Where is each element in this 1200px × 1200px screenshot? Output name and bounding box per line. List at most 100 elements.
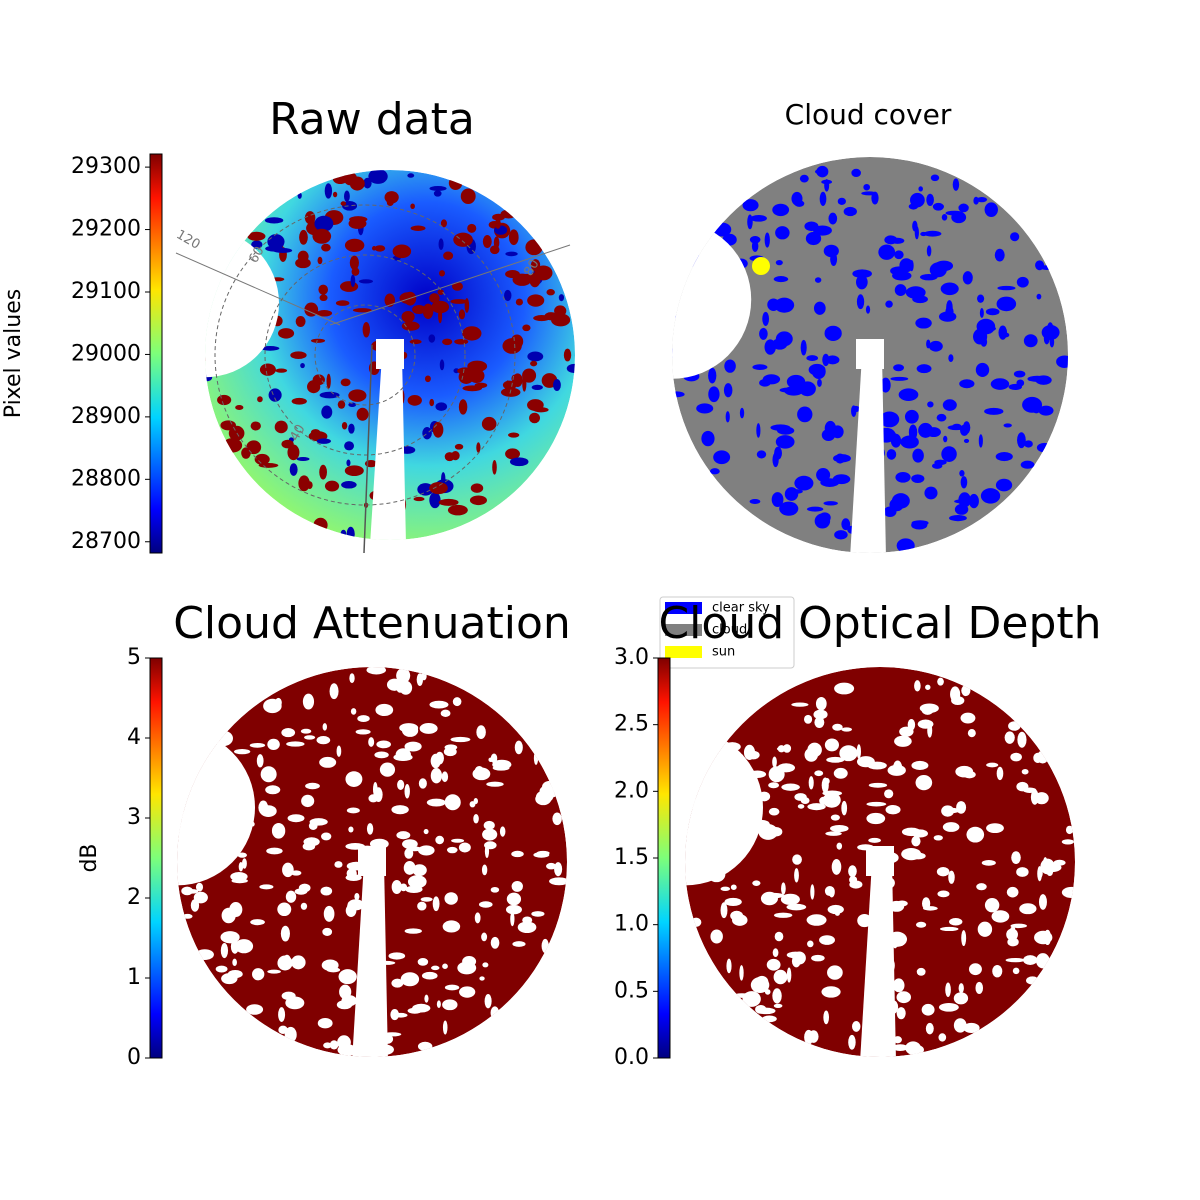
blob [549,877,567,886]
colorbar-label: Pixel values [1,289,26,418]
blob [920,273,938,281]
blob [963,1022,980,1033]
blob [951,696,965,706]
blob [459,986,476,998]
blob [440,709,451,717]
blob [825,355,840,365]
blob [730,910,744,921]
blob [750,977,770,994]
blob [518,273,536,279]
blob [504,289,512,302]
blob [418,778,427,789]
blob [823,501,838,506]
blob [531,384,543,390]
blob [374,751,389,759]
blob [230,939,239,954]
blob [1023,955,1038,965]
blob [761,1015,777,1023]
blob [551,313,571,327]
blob [431,965,440,971]
blob [751,240,759,252]
blob [474,766,484,776]
blob [484,844,490,858]
blob [299,229,308,245]
blob [462,326,482,341]
blob [959,379,975,389]
blob [939,926,959,932]
blob [284,1026,297,1043]
blob [756,450,767,459]
blob [1016,867,1029,877]
blob [251,240,263,249]
blob [346,807,360,814]
blob [941,446,957,462]
blob [396,667,411,684]
blob [886,449,897,460]
blob [230,872,248,882]
sky-image [177,667,567,1057]
blob [252,968,265,981]
blob [912,448,924,463]
blob [533,851,550,858]
blob [261,810,269,816]
blob [929,262,947,278]
blob [234,939,254,954]
blob [318,284,329,295]
blob [852,269,872,279]
blob [949,515,967,522]
blob [442,920,461,933]
blob [984,202,998,218]
polar-ring [264,254,466,456]
blob [266,847,283,855]
blob [195,949,214,960]
blob [958,203,969,213]
blob [546,289,555,296]
blob [896,900,908,907]
blob [508,432,520,438]
blob [791,702,809,707]
blob [968,493,979,509]
blob [344,441,355,451]
blob [424,375,431,383]
blob [420,897,433,902]
blob [346,526,355,540]
blob [417,957,429,966]
blob [399,679,404,685]
blob [440,219,447,228]
blob [1036,293,1042,300]
blob [301,794,315,808]
blob [323,1042,332,1049]
blob [973,196,979,205]
blob [764,232,770,248]
blob [926,193,934,206]
blob [546,862,557,870]
blob [316,310,333,317]
blob [324,480,340,492]
blob [1026,976,1039,985]
blob [918,422,933,438]
blob [856,744,862,759]
blob [1006,886,1019,898]
blob [772,756,777,768]
blob [285,996,305,1010]
blob [975,362,990,377]
mast-shadow [860,862,896,1057]
panel-title: Cloud Attenuation [173,598,571,649]
blob [994,248,1005,262]
blob [856,294,865,310]
blob [508,906,518,913]
blob [978,434,983,448]
blob [798,381,816,397]
blob [335,300,350,306]
blob [490,936,500,949]
blob [326,373,331,389]
blob [267,969,281,974]
panel: Cloud cover clear sky cloud sun [659,98,1068,669]
blob [922,897,931,910]
blob [533,751,539,765]
blob [215,965,228,973]
blob [892,1044,909,1051]
blob [416,673,424,686]
colorbar-tick-label: 3 [127,805,141,830]
blob [786,489,803,494]
